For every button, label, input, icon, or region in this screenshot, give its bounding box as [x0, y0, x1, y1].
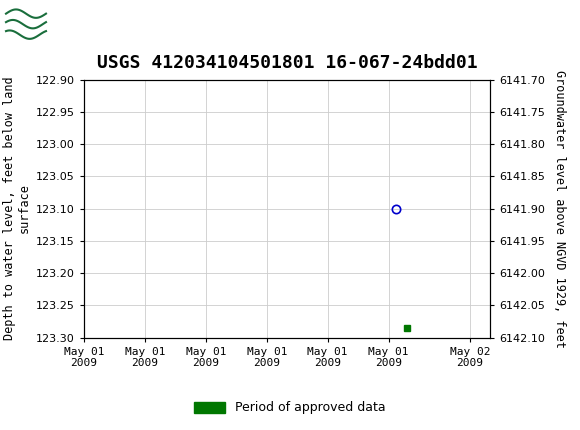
Text: USGS: USGS: [118, 11, 191, 35]
Bar: [4, 3, 114, 42]
Title: USGS 412034104501801 16-067-24bdd01: USGS 412034104501801 16-067-24bdd01: [97, 55, 477, 72]
Y-axis label: Depth to water level, feet below land
surface: Depth to water level, feet below land su…: [2, 77, 31, 341]
Legend: Period of approved data: Period of approved data: [189, 396, 391, 419]
Y-axis label: Groundwater level above NGVD 1929, feet: Groundwater level above NGVD 1929, feet: [553, 70, 566, 347]
